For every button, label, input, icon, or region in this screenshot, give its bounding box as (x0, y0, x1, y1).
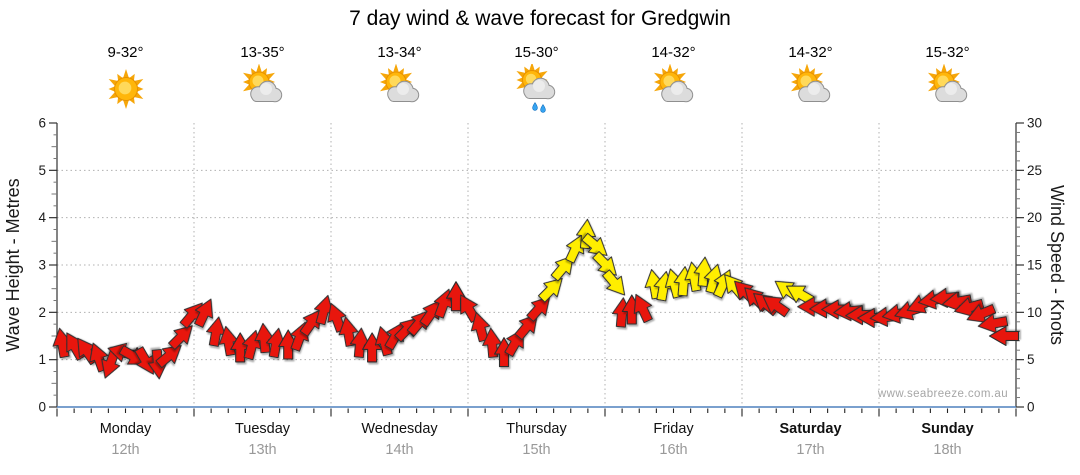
left-axis-tick-label: 3 (38, 258, 46, 273)
wind-arrow (565, 234, 585, 264)
raindrop-shape (531, 102, 538, 111)
partly-cloudy-icon (927, 64, 967, 103)
wind-arrow (581, 232, 608, 256)
showers-icon (515, 64, 555, 113)
wind-arrow (762, 295, 791, 318)
day-summary-saturday: 14-32° (751, 44, 871, 114)
wind-arrow (384, 321, 404, 351)
right-axis-tick-label: 0 (1027, 400, 1035, 415)
wind-arrow (988, 325, 1020, 347)
wind-arrow (592, 251, 617, 276)
partly-cloudy-icon (242, 64, 282, 103)
day-date-label: 16th (659, 442, 688, 458)
left-axis-tick-label: 4 (38, 210, 46, 225)
left-axis-tick-label: 0 (38, 400, 46, 415)
day-summary-thursday: 15-30° (477, 44, 597, 114)
right-axis-tick-label: 5 (1027, 352, 1035, 367)
partly-cloudy-icon (653, 64, 693, 103)
cloud-shape (660, 80, 693, 103)
cloud-shape (386, 80, 419, 103)
cloud-shape (797, 80, 830, 103)
sunny-icon (108, 69, 143, 109)
wind-arrow (470, 311, 491, 343)
day-date-label: 18th (933, 442, 962, 458)
temperature-range: 13-34° (377, 44, 422, 61)
wind-arrow (155, 345, 182, 369)
cloud-shape (249, 80, 282, 103)
day-summary-monday: 9-32° (66, 44, 186, 114)
day-name-label: Sunday (921, 421, 974, 437)
partly-cloudy-icon (379, 64, 419, 103)
day-date-label: 14th (385, 442, 414, 458)
wind-arrow (633, 293, 653, 324)
wind-arrow (419, 299, 441, 328)
day-summary-sunday: 15-32° (888, 44, 1008, 114)
right-axis-tick-label: 20 (1027, 210, 1042, 225)
day-name-label: Wednesday (361, 421, 438, 437)
day-summary-friday: 14-32° (614, 44, 734, 114)
wind-arrow (299, 309, 322, 337)
right-axis-tick-label: 10 (1027, 305, 1042, 320)
temperature-range: 14-32° (788, 44, 833, 61)
temperature-range: 15-32° (925, 44, 970, 61)
right-axis-tick-label: 30 (1027, 116, 1042, 131)
wind-arrow (526, 296, 551, 322)
right-axis-tick-label: 15 (1027, 258, 1042, 273)
day-date-label: 15th (522, 442, 551, 458)
wind-arrow (550, 255, 574, 282)
wind-arrow (576, 218, 597, 250)
chart-title: 7 day wind & wave forecast for Gredgwin (349, 7, 731, 30)
cloud-shape (522, 77, 555, 100)
day-name-label: Thursday (506, 421, 567, 437)
day-name-label: Tuesday (234, 421, 291, 437)
day-name-label: Monday (99, 421, 152, 437)
sun-shape (108, 69, 143, 109)
watermark: www.seabreeze.com.au (877, 388, 1008, 400)
temperature-range: 9-32° (107, 44, 144, 61)
wind-arrow (362, 332, 383, 363)
cloud-shape (934, 80, 967, 103)
wind-arrow (168, 325, 193, 350)
left-axis-tick-label: 6 (38, 116, 46, 131)
left-axis-tick-label: 2 (38, 305, 46, 320)
temperature-range: 14-32° (651, 44, 696, 61)
wind-arrow (194, 298, 214, 328)
day-date-label: 17th (796, 442, 825, 458)
left-axis-tick-label: 1 (38, 352, 46, 367)
wind-arrow (537, 277, 563, 303)
left-axis-tick-label: 5 (38, 163, 46, 178)
wind-arrow (601, 269, 626, 296)
day-summary-tuesday: 13-35° (203, 44, 323, 114)
right-axis-tick-label: 25 (1027, 163, 1042, 178)
wind-arrow (514, 313, 538, 341)
day-summary-wednesday: 13-34° (340, 44, 460, 114)
day-date-label: 12th (111, 442, 140, 458)
day-name-label: Friday (653, 421, 694, 437)
raindrop-shape (539, 104, 546, 113)
temperature-range: 13-35° (240, 44, 285, 61)
partly-cloudy-icon (790, 64, 830, 103)
day-date-label: 13th (248, 442, 277, 458)
temperature-range: 15-30° (514, 44, 559, 61)
day-name-label: Saturday (779, 421, 842, 437)
